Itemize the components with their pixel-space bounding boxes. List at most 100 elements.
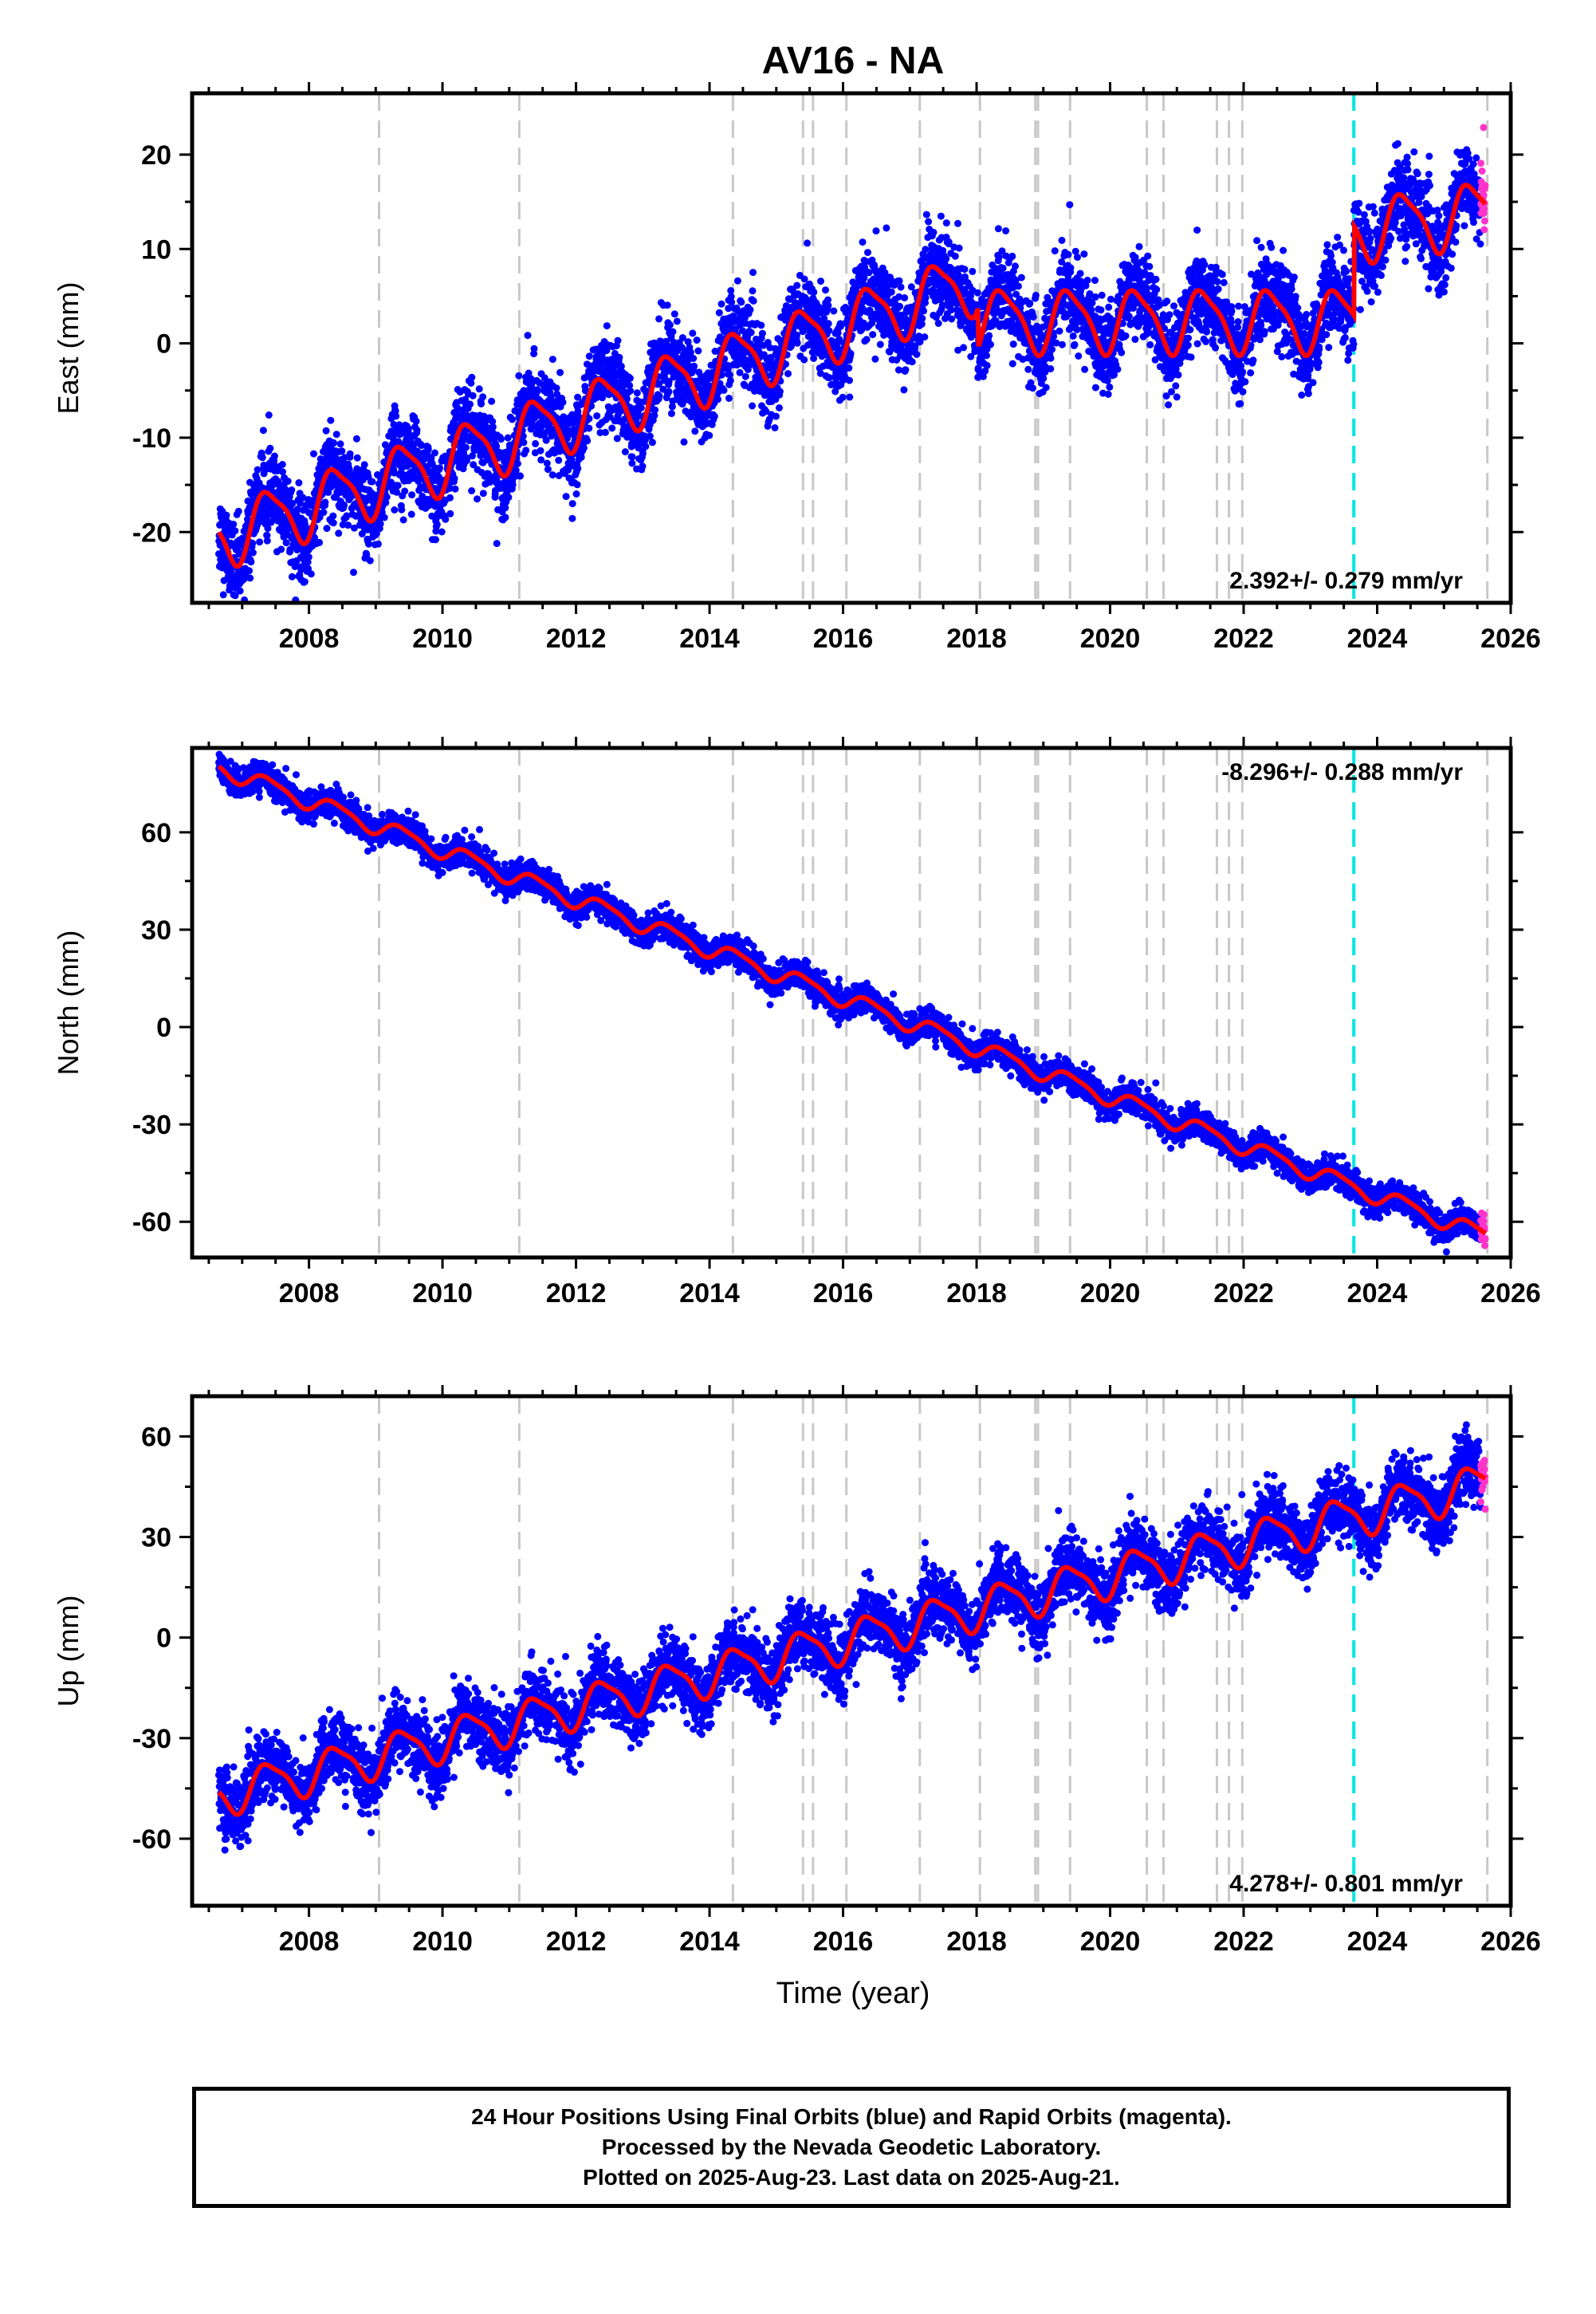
final-orbit-point xyxy=(639,462,647,470)
final-orbit-point xyxy=(343,512,351,520)
final-orbit-point xyxy=(987,340,994,348)
final-orbit-point xyxy=(265,411,273,419)
final-orbit-point xyxy=(316,538,324,546)
final-orbit-point xyxy=(299,494,307,502)
final-orbit-point xyxy=(568,514,576,522)
final-orbit-point xyxy=(736,368,744,376)
final-orbit-point xyxy=(846,376,853,384)
final-orbit-point xyxy=(733,277,741,285)
final-orbit-point xyxy=(1058,236,1066,244)
final-orbit-point xyxy=(603,322,611,330)
final-orbit-point xyxy=(478,400,485,407)
final-orbit-point xyxy=(1122,332,1130,340)
final-orbit-point xyxy=(359,476,367,484)
final-orbit-point xyxy=(1163,297,1171,305)
final-orbit-point xyxy=(767,355,775,363)
final-orbit-point xyxy=(901,294,909,301)
final-orbit-point xyxy=(817,277,824,285)
final-orbit-point xyxy=(960,344,968,352)
final-orbit-point xyxy=(365,540,372,548)
final-orbit-point xyxy=(1165,401,1173,409)
final-orbit-point xyxy=(820,315,828,322)
final-orbit-point xyxy=(1012,262,1019,270)
final-orbit-point xyxy=(955,244,963,252)
final-orbit-point xyxy=(895,293,903,301)
final-orbit-point xyxy=(596,429,604,437)
final-orbit-point xyxy=(1173,393,1181,401)
final-orbit-point xyxy=(497,435,505,443)
final-orbit-point xyxy=(725,305,733,313)
final-orbit-point xyxy=(336,440,344,448)
final-orbit-point xyxy=(994,225,1002,233)
final-orbit-point xyxy=(915,333,923,340)
final-orbit-point xyxy=(837,322,844,330)
final-orbit-point xyxy=(391,407,399,415)
final-orbit-point xyxy=(446,484,454,492)
final-orbit-point xyxy=(264,525,272,533)
final-orbit-point xyxy=(247,558,255,566)
final-orbit-point xyxy=(329,519,337,527)
final-orbit-point xyxy=(593,412,601,420)
final-orbit-point xyxy=(413,426,421,434)
final-orbit-point xyxy=(866,306,874,314)
final-orbit-point xyxy=(310,450,317,458)
final-orbit-point xyxy=(694,347,702,355)
final-orbit-point xyxy=(655,380,663,388)
final-orbit-point xyxy=(678,334,686,341)
final-orbit-point xyxy=(519,432,527,440)
final-orbit-point xyxy=(366,557,374,565)
final-orbit-point xyxy=(1135,242,1143,250)
final-orbit-point xyxy=(513,460,521,467)
final-orbit-point xyxy=(831,388,839,396)
final-orbit-point xyxy=(1081,365,1089,373)
final-orbit-point xyxy=(845,364,853,372)
final-orbit-point xyxy=(883,224,890,232)
final-orbit-point xyxy=(1166,311,1173,319)
final-orbit-point xyxy=(1071,340,1079,348)
final-orbit-point xyxy=(568,500,576,508)
final-orbit-point xyxy=(1017,274,1025,281)
final-orbit-point xyxy=(382,499,390,506)
final-orbit-point xyxy=(249,539,257,547)
final-orbit-point xyxy=(1144,252,1152,260)
final-orbit-point xyxy=(368,478,376,486)
final-orbit-point xyxy=(934,320,942,327)
final-orbit-point xyxy=(930,228,938,236)
final-orbit-point xyxy=(684,338,692,346)
final-orbit-point xyxy=(469,392,477,399)
final-orbit-point xyxy=(330,439,337,447)
final-orbit-point xyxy=(907,283,915,291)
final-orbit-point xyxy=(412,417,420,425)
final-orbit-point xyxy=(467,379,475,387)
final-orbit-point xyxy=(1201,261,1209,269)
final-orbit-point xyxy=(469,452,476,460)
final-orbit-point xyxy=(603,347,611,354)
final-orbit-point xyxy=(776,404,783,411)
final-orbit-point xyxy=(728,298,736,306)
final-orbit-point xyxy=(1125,313,1133,321)
final-orbit-point xyxy=(1067,264,1075,272)
final-orbit-point xyxy=(816,369,824,377)
final-orbit-point xyxy=(741,372,749,380)
final-orbit-point xyxy=(574,393,582,401)
final-orbit-point xyxy=(830,307,838,315)
final-orbit-point xyxy=(501,514,509,521)
final-orbit-point xyxy=(360,461,368,469)
final-orbit-point xyxy=(231,527,239,535)
final-orbit-point xyxy=(380,514,388,521)
final-orbit-point xyxy=(1146,262,1154,270)
final-orbit-point xyxy=(961,266,969,274)
final-orbit-point xyxy=(954,346,962,354)
final-orbit-point xyxy=(533,386,541,394)
final-orbit-point xyxy=(489,418,497,426)
final-orbit-point xyxy=(918,321,926,328)
final-orbit-point xyxy=(510,473,518,481)
final-orbit-point xyxy=(793,331,800,339)
final-orbit-point xyxy=(1131,254,1139,262)
final-orbit-point xyxy=(711,348,719,355)
final-orbit-point xyxy=(1091,277,1099,285)
final-orbit-point xyxy=(1185,334,1193,342)
final-orbit-point xyxy=(1047,365,1055,372)
final-orbit-point xyxy=(690,362,698,370)
final-orbit-point xyxy=(633,389,641,397)
